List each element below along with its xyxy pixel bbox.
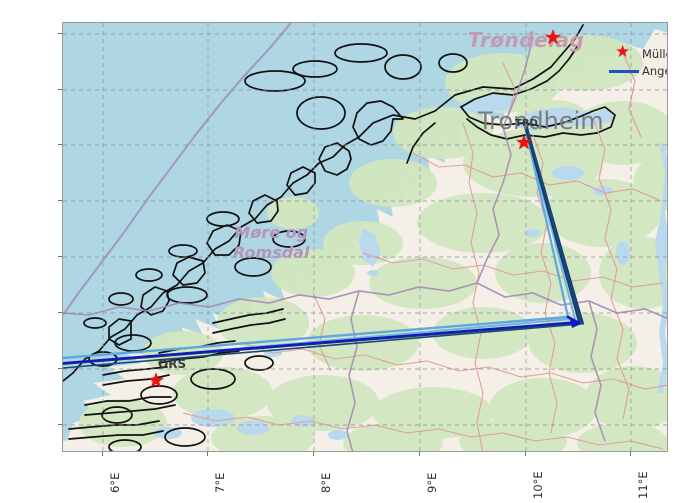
marker-star-observation-north[interactable]: ★: [544, 25, 562, 49]
legend-key-observation: ★: [608, 42, 638, 63]
legend-row-observation[interactable]: ★ Müller Beobachtung: [608, 42, 667, 63]
admin-boundaries: [63, 23, 667, 451]
marker-star-trd[interactable]: ★: [515, 130, 533, 154]
basemap-layer: [63, 23, 667, 451]
track-lines: [63, 124, 584, 369]
x-tick-0: 6°E: [108, 472, 122, 493]
map-plot-area[interactable]: Trøndelag Trondheim Møre og Romsdal ORS …: [62, 22, 668, 452]
marker-star-ors[interactable]: ★: [147, 368, 165, 392]
x-tick-1: 7°E: [213, 472, 227, 493]
water-bodies: [154, 93, 667, 440]
legend-label-observation: Müller Beobachtung: [642, 47, 667, 61]
legend-row-track[interactable]: Angepasste Bahn: [608, 63, 667, 80]
blue-line-icon: [609, 70, 639, 73]
x-tick-2: 8°E: [319, 472, 333, 493]
track-arrowhead: [569, 316, 581, 328]
legend-key-track: [608, 63, 639, 80]
x-tick-4: 10°E: [531, 471, 545, 499]
y-axis-tick-labels: 63.9°N 63.6°N 63.3°N 63°N 62.7°N 62.4°N …: [0, 0, 57, 503]
x-tick-5: 11°E: [636, 471, 650, 499]
red-star-icon: ★: [615, 42, 631, 62]
legend: ★ Müller Beobachtung Angepasste Bahn: [608, 42, 667, 80]
x-tick-3: 9°E: [425, 472, 439, 493]
legend-label-track: Angepasste Bahn: [642, 64, 667, 78]
